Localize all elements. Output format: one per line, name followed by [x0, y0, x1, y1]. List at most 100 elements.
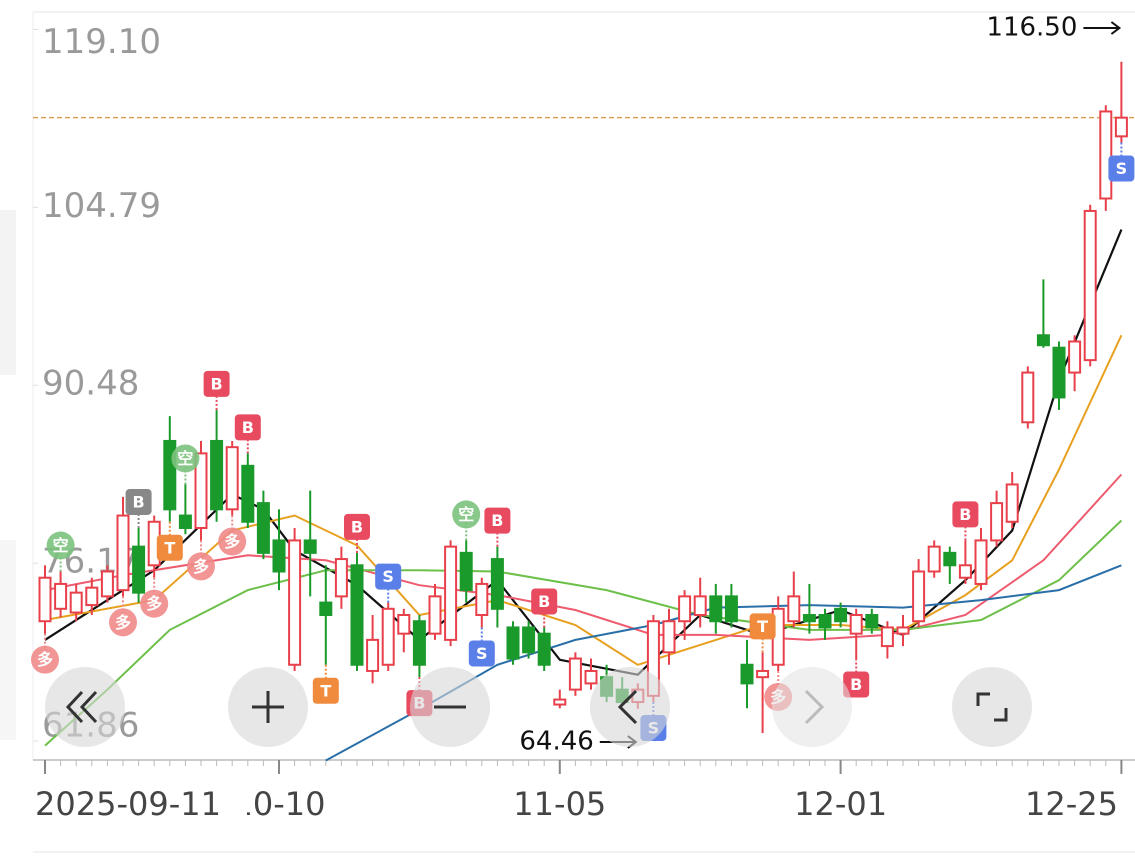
candle-body [709, 595, 723, 623]
signal-badge [125, 488, 152, 515]
x-tick-label: 10-10 [233, 785, 326, 823]
right-icon [804, 689, 825, 725]
signal-badge [531, 588, 558, 615]
signal-label: S [1116, 159, 1128, 178]
signal-badge [46, 531, 75, 560]
candle-body [584, 669, 598, 685]
controls [45, 667, 1032, 747]
candle-body [1036, 334, 1050, 347]
candle-body [272, 539, 286, 573]
signal-badge [1108, 155, 1135, 182]
y-tick-label: 90.48 [42, 364, 139, 404]
candle-body [412, 620, 426, 666]
low-annotation: 64.46 [519, 727, 593, 757]
signal-badge [749, 613, 776, 640]
signal-badge [952, 501, 979, 528]
fullscreen-button[interactable] [952, 667, 1032, 747]
signal-badge [156, 534, 183, 561]
signal-badge [344, 513, 370, 540]
candle-body [69, 591, 83, 614]
candle-body [210, 439, 224, 511]
candle-body [319, 601, 333, 617]
candle-body [834, 607, 848, 623]
candle-body [225, 446, 239, 511]
candle-body [490, 558, 504, 610]
candle-body [178, 514, 192, 529]
signal-label: B [210, 374, 222, 393]
candle-body [288, 539, 302, 666]
signal-label: 空 [458, 505, 474, 524]
candle-body [334, 558, 348, 598]
signal-badge [843, 671, 870, 698]
signal-label: T [320, 681, 331, 700]
signal-label: B [959, 505, 971, 524]
moving-average-line [44, 229, 1123, 676]
candle-body [1099, 110, 1113, 200]
signal-label: B [132, 492, 144, 511]
candle-body [553, 698, 567, 706]
signal-badge [452, 500, 481, 529]
signal-badge [468, 640, 495, 667]
candle-body [568, 657, 582, 691]
candle-body [85, 586, 99, 607]
signal-badge [31, 645, 59, 674]
candle-body [475, 582, 489, 617]
signal-label: T [164, 538, 175, 557]
y-tick-label: 119.10 [42, 22, 161, 62]
candle-body [662, 620, 676, 654]
candle-body [428, 595, 442, 635]
candle-body [724, 595, 738, 623]
candle-body [241, 464, 255, 523]
signal-label: S [476, 644, 488, 663]
signal-badge [312, 677, 339, 704]
candle-body [678, 595, 692, 623]
signal-label: 多 [193, 557, 209, 576]
signal-badge [187, 552, 215, 581]
signal-label: 多 [37, 650, 53, 669]
signal-label: T [757, 617, 768, 636]
candle-body [194, 452, 208, 529]
candle-body [163, 439, 177, 511]
high-arrow [1083, 21, 1122, 35]
double-left-icon [65, 690, 98, 724]
candle-body [958, 564, 972, 579]
moving-average-line [44, 519, 1123, 747]
candle-body [350, 564, 364, 666]
candle-body [132, 545, 146, 594]
signal-badge [375, 563, 402, 590]
candle-body [459, 551, 473, 592]
signal-label: 多 [224, 532, 240, 551]
signal-label: 多 [146, 594, 162, 613]
candle-body [1005, 483, 1019, 523]
signal-badge [484, 507, 511, 534]
candle-body [1068, 340, 1082, 374]
signal-label: B [242, 418, 254, 437]
signal-label: 空 [177, 449, 193, 468]
signal-badge [140, 589, 169, 618]
candle-body [522, 626, 536, 654]
candle-body [1083, 209, 1097, 362]
x-tick-label: 11-05 [513, 785, 606, 823]
candle-body [256, 502, 270, 554]
candle-body [896, 626, 910, 635]
scroll-start-button[interactable] [45, 667, 125, 747]
candle-body [990, 502, 1004, 542]
candle-body [366, 638, 380, 672]
signal-label: B [491, 511, 503, 530]
scroll-left-button[interactable] [590, 667, 670, 747]
signal-badge [234, 414, 261, 441]
candle-body [927, 545, 941, 573]
signal-badge [218, 527, 247, 556]
candle-body [802, 614, 816, 623]
signal-label: B [538, 592, 550, 611]
moving-average-line [44, 473, 1123, 641]
y-tick-label: 104.79 [42, 186, 161, 226]
candle-body [880, 626, 894, 648]
x-tick-label: 12-01 [794, 785, 887, 823]
candle-body [787, 595, 801, 623]
scroll-right-button[interactable] [772, 667, 852, 747]
side-panel [0, 540, 16, 740]
candle-body [537, 632, 551, 666]
left-icon [617, 689, 638, 725]
